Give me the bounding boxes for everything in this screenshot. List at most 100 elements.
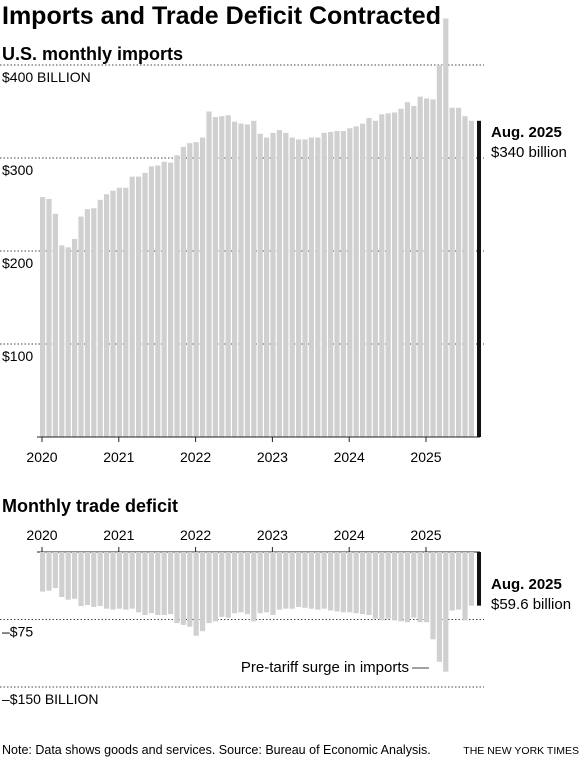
deficit-bar [148, 552, 154, 614]
deficit-bar [436, 552, 442, 662]
deficit-bar [392, 552, 398, 621]
deficit-x-tick-label: 2020 [26, 527, 57, 543]
imports-bar [321, 132, 327, 437]
deficit-bar [270, 552, 276, 615]
deficit-bar [174, 552, 180, 624]
imports-bar [123, 187, 129, 437]
imports-bar [136, 176, 142, 437]
imports-bar [232, 121, 238, 437]
imports-bar [187, 143, 193, 437]
imports-bar [251, 120, 257, 438]
imports-bar [392, 112, 398, 438]
imports-bar [379, 114, 385, 437]
imports-bar [200, 137, 206, 438]
deficit-bar [40, 552, 46, 592]
deficit-bar [334, 552, 340, 612]
deficit-bar [52, 552, 58, 588]
deficit-bar [430, 552, 436, 640]
deficit-bar [91, 552, 97, 607]
imports-bar [353, 126, 359, 437]
deficit-annotation-title: Aug. 2025 [491, 576, 562, 593]
deficit-bar [155, 552, 161, 615]
callout-text: Pre-tariff surge in imports [241, 659, 409, 676]
deficit-bar [257, 552, 263, 614]
deficit-bar [353, 552, 359, 614]
imports-bar [97, 199, 103, 437]
deficit-bar [78, 552, 84, 606]
imports-bar [462, 116, 468, 438]
imports-bar [315, 137, 321, 438]
deficit-y-tick-label: –$75 [2, 624, 33, 640]
imports-bar [398, 108, 404, 438]
imports-bar [104, 194, 110, 437]
deficit-bar [308, 552, 314, 609]
imports-x-axis: 2020 2021 2022 2023 2024 2025 [26, 436, 480, 465]
imports-annotation-title: Aug. 2025 [491, 124, 562, 141]
deficit-bar [116, 552, 122, 609]
deficit-bar [360, 552, 366, 615]
deficit-bar [366, 552, 372, 615]
imports-bar [334, 131, 340, 437]
imports-bar [456, 107, 462, 437]
imports-bar [59, 245, 65, 437]
deficit-bar [411, 552, 417, 618]
credit: THE NEW YORK TIMES [463, 745, 579, 757]
deficit-bar [104, 552, 110, 609]
imports-title: U.S. monthly imports [2, 44, 183, 64]
deficit-bar [347, 552, 353, 613]
imports-bar [347, 128, 353, 438]
imports-bar [91, 208, 97, 437]
deficit-bar [206, 552, 212, 624]
deficit-bar [200, 552, 206, 632]
deficit-bar [232, 552, 238, 614]
imports-bar [46, 198, 52, 437]
deficit-bar [59, 552, 65, 597]
deficit-bar [46, 552, 52, 591]
imports-bar [148, 166, 154, 437]
imports-y-tick-label: $200 [2, 255, 33, 271]
deficit-bar [264, 552, 270, 613]
imports-bar [244, 124, 250, 438]
imports-x-tick-label: 2024 [334, 449, 365, 465]
imports-bar [110, 190, 116, 437]
deficit-bar [462, 552, 468, 621]
imports-bar [257, 133, 263, 437]
imports-bar [193, 142, 199, 437]
deficit-bar [136, 552, 142, 613]
deficit-bar [97, 552, 103, 606]
deficit-bar [379, 552, 385, 621]
imports-bar [468, 120, 474, 438]
imports-x-tick-label: 2023 [257, 449, 288, 465]
imports-bar [72, 238, 78, 437]
deficit-bar [225, 552, 231, 618]
deficit-bar [212, 552, 218, 622]
deficit-bar [372, 552, 378, 619]
pre-tariff-callout: Pre-tariff surge in imports [241, 659, 429, 676]
imports-bar [360, 123, 366, 437]
deficit-bar [289, 552, 295, 609]
source-note: Note: Data shows goods and services. Sou… [2, 743, 431, 757]
deficit-bar [449, 552, 455, 611]
deficit-x-tick-label: 2023 [257, 527, 288, 543]
imports-x-tick-label: 2022 [180, 449, 211, 465]
deficit-y-tick-labels: –$75 –$150 BILLION [2, 624, 99, 708]
deficit-bar [180, 552, 186, 625]
imports-bar [340, 131, 346, 437]
imports-bar [225, 115, 231, 437]
deficit-annotation-value: $59.6 billion [491, 596, 571, 613]
deficit-x-tick-label: 2025 [410, 527, 441, 543]
imports-bar [430, 99, 436, 437]
imports-bar [65, 247, 71, 437]
deficit-bar [129, 552, 135, 609]
deficit-bar [328, 552, 334, 611]
deficit-bar [110, 552, 116, 610]
imports-bar [302, 139, 308, 437]
imports-bar [283, 132, 289, 437]
imports-latest-value-marker [477, 120, 481, 438]
deficit-bar [251, 552, 257, 622]
imports-bar [78, 216, 84, 437]
imports-bar [52, 213, 58, 437]
imports-y-tick-label: $300 [2, 162, 33, 178]
imports-bar [436, 65, 442, 437]
